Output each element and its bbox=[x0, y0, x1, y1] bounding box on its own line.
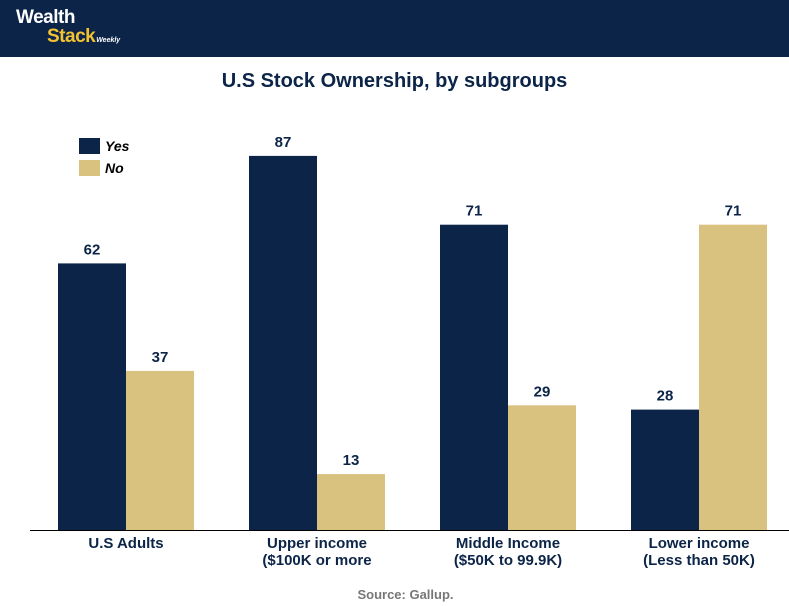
data-label-no-3: 29 bbox=[534, 383, 551, 400]
logo-tagline: Weekly bbox=[96, 37, 121, 44]
legend-swatch-yes bbox=[79, 138, 100, 154]
bar-no-1[interactable] bbox=[126, 370, 194, 530]
logo-wordmark-line1: Wealth bbox=[16, 7, 75, 28]
header-bar: Wealth StackWeekly bbox=[0, 0, 789, 57]
logo-wordmark-line2: Stack bbox=[47, 26, 96, 47]
data-label-yes-4: 28 bbox=[657, 388, 674, 405]
category-label-1: U.S Adults bbox=[88, 535, 163, 552]
category-label-3-line2: ($50K to 99.9K) bbox=[454, 552, 562, 569]
data-label-no-4: 71 bbox=[725, 203, 742, 220]
bar-yes-1[interactable] bbox=[58, 263, 126, 530]
category-label-2-line2: ($100K or more bbox=[262, 552, 371, 569]
chart-title: U.S Stock Ownership, by subgroups bbox=[221, 70, 568, 92]
bar-no-4[interactable] bbox=[699, 224, 767, 530]
legend-label-no: No bbox=[105, 160, 124, 176]
legend-swatch-no bbox=[79, 160, 100, 176]
category-label-4-line2: (Less than 50K) bbox=[643, 552, 755, 569]
data-label-yes-1: 62 bbox=[84, 241, 101, 258]
data-label-no-1: 37 bbox=[152, 349, 169, 366]
bar-yes-4[interactable] bbox=[631, 409, 699, 530]
source-note: Source: Gallup. bbox=[357, 587, 454, 602]
bar-yes-2[interactable] bbox=[249, 155, 317, 530]
data-label-yes-3: 71 bbox=[466, 203, 483, 220]
category-label-2-line1: Upper income bbox=[267, 535, 367, 552]
data-label-no-2: 13 bbox=[343, 452, 360, 469]
legend-label-yes: Yes bbox=[105, 138, 130, 154]
brand-logo[interactable]: Wealth StackWeekly bbox=[16, 8, 120, 46]
bar-yes-3[interactable] bbox=[440, 224, 508, 530]
bar-no-2[interactable] bbox=[317, 474, 385, 530]
category-label-3-line1: Middle Income bbox=[456, 535, 560, 552]
data-label-yes-2: 87 bbox=[275, 134, 292, 151]
bar-no-3[interactable] bbox=[508, 405, 576, 530]
category-label-4-line1: Lower income bbox=[649, 535, 750, 552]
